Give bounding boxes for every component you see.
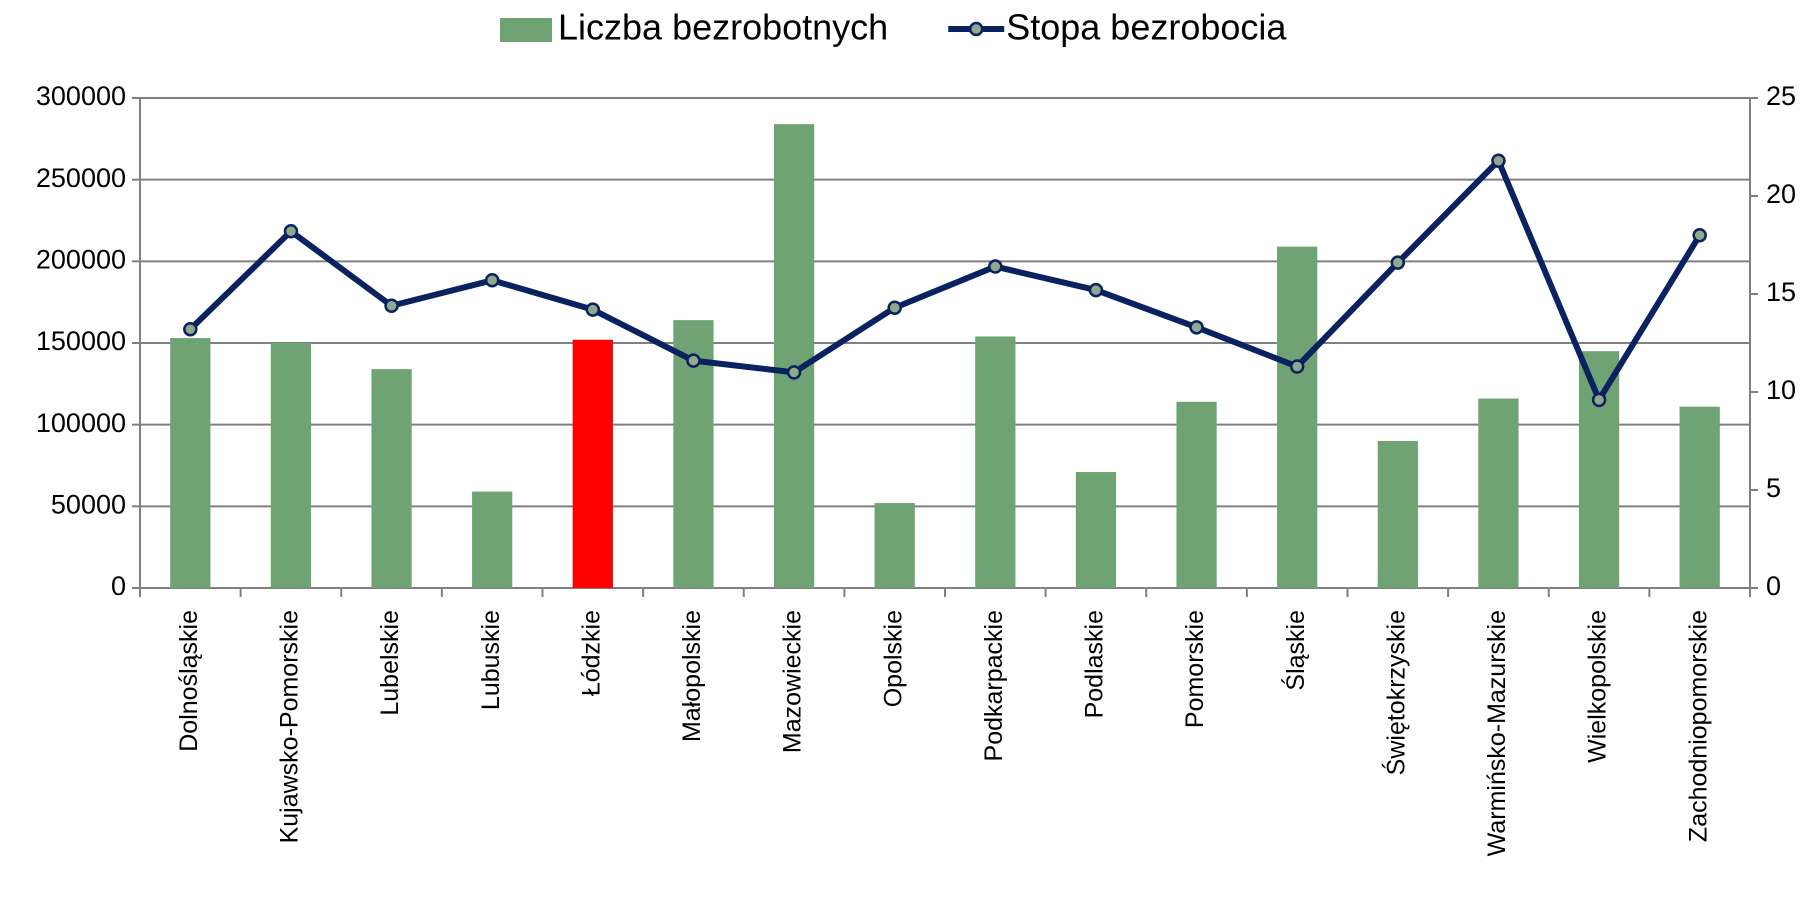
y2-tick-label: 25 xyxy=(1766,81,1796,111)
bar xyxy=(1377,441,1418,588)
x-tick-label: Śląskie xyxy=(1280,610,1310,691)
y2-tick-label: 15 xyxy=(1766,277,1796,307)
bar xyxy=(773,124,815,588)
line-marker xyxy=(1692,227,1707,243)
bar xyxy=(1578,351,1620,588)
bar xyxy=(975,336,1016,588)
line-marker xyxy=(1390,255,1406,270)
line-marker xyxy=(887,300,902,315)
x-tick-label: Małopolskie xyxy=(678,610,706,742)
bar xyxy=(270,343,312,588)
line-marker xyxy=(484,273,500,288)
line-marker xyxy=(384,298,399,314)
bar xyxy=(472,491,513,588)
x-tick-label: Łódzkie xyxy=(577,610,605,696)
line-marker xyxy=(1189,320,1204,335)
legend-marker xyxy=(968,21,984,37)
line-marker xyxy=(1088,282,1104,298)
line-marker xyxy=(786,365,802,380)
x-tick-label: Mazowieckie xyxy=(779,610,807,753)
x-tick-label: Wielkopolskie xyxy=(1584,610,1612,763)
y-tick-label: 300000 xyxy=(36,81,126,111)
line-marker xyxy=(585,302,601,317)
x-tick-label: Opolskie xyxy=(879,610,907,707)
x-tick-label: Kujawsko-Pomorskie xyxy=(276,610,304,843)
line-marker xyxy=(988,259,1003,274)
line-marker xyxy=(1491,153,1506,168)
x-tick-label: Pomorskie xyxy=(1181,610,1209,728)
x-tick-label: Lubuskie xyxy=(477,610,505,710)
bar xyxy=(170,338,211,588)
line-marker xyxy=(686,353,701,368)
y-tick-label: 150000 xyxy=(36,326,126,356)
line-marker xyxy=(1289,359,1305,374)
x-tick-label: Lubelskie xyxy=(376,610,404,716)
legend-swatch xyxy=(500,18,552,42)
y2-tick-label: 0 xyxy=(1766,571,1781,601)
bar xyxy=(1176,401,1217,588)
legend-label: Liczba bezrobotnych xyxy=(558,7,888,48)
y-tick-label: 250000 xyxy=(36,163,126,193)
line-marker xyxy=(183,322,198,337)
x-tick-label: Warmińsko-Mazurskie xyxy=(1483,610,1511,856)
bar xyxy=(1478,398,1519,588)
bar xyxy=(371,369,412,588)
y-tick-label: 50000 xyxy=(51,489,126,519)
y-tick-label: 100000 xyxy=(36,408,126,438)
y2-tick-label: 5 xyxy=(1766,473,1781,503)
y-tick-label: 0 xyxy=(111,571,126,601)
line xyxy=(188,157,1703,403)
legend-label: Stopa bezrobocia xyxy=(1006,7,1287,48)
bar xyxy=(1277,246,1318,588)
y2-tick-label: 20 xyxy=(1766,179,1796,209)
line-marker xyxy=(1591,392,1607,408)
x-tick-label: Podkarpackie xyxy=(980,610,1008,761)
bar xyxy=(572,339,613,588)
y2-tick-label: 10 xyxy=(1766,375,1796,405)
bar xyxy=(1679,406,1720,588)
y-tick-label: 200000 xyxy=(36,244,126,274)
x-tick-label: Zachodniopomorskie xyxy=(1684,610,1712,842)
x-tick-label: Świętokrzyskie xyxy=(1380,610,1410,775)
line-marker xyxy=(283,224,299,239)
x-tick-label: Dolnośląskie xyxy=(175,610,203,752)
x-tick-label: Podlaskie xyxy=(1081,610,1109,718)
bar xyxy=(1075,472,1117,588)
bar xyxy=(874,503,915,588)
